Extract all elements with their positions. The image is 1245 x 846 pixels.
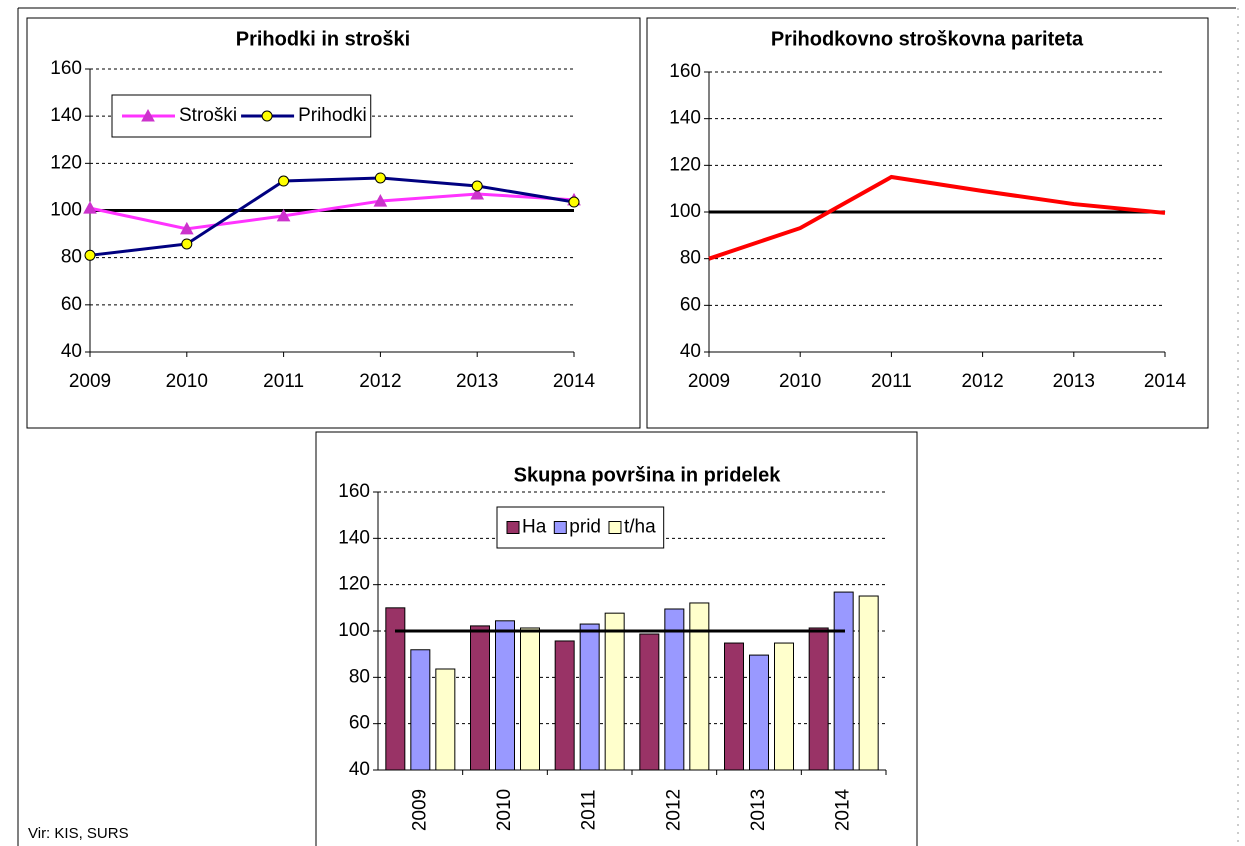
y-tick-label: 120: [50, 152, 82, 173]
legend-label: t/ha: [624, 517, 656, 538]
x-tick-label: 2013: [456, 371, 498, 392]
x-tick-label: 2014: [1144, 371, 1187, 392]
bar: [808, 627, 829, 771]
marker: [84, 249, 96, 261]
x-tick-label: 2010: [494, 789, 515, 831]
marker: [471, 180, 483, 192]
bar: [833, 591, 854, 771]
y-tick-label: 40: [349, 759, 370, 780]
x-tick-label: 2014: [833, 788, 854, 831]
marker: [470, 186, 485, 200]
x-tick-label: 2011: [579, 790, 600, 831]
marker: [83, 201, 97, 214]
y-tick-label: 100: [669, 201, 701, 222]
chart-title: Prihodkovno stroškovna pariteta: [771, 28, 1084, 50]
x-tick-label: 2013: [748, 789, 769, 831]
x-tick-label: 2010: [779, 371, 821, 392]
bar: [689, 602, 710, 771]
x-tick-label: 2012: [359, 371, 401, 392]
marker: [276, 208, 291, 222]
y-tick-label: 80: [680, 248, 701, 269]
chart-frame: [646, 17, 1209, 429]
marker: [373, 194, 388, 207]
x-tick-label: 2014: [553, 371, 596, 392]
bar: [435, 668, 456, 771]
bar: [724, 642, 744, 771]
bar: [664, 608, 685, 771]
marker: [374, 172, 386, 184]
legend-label: prid: [569, 517, 601, 538]
x-tick-label: 2012: [663, 789, 684, 831]
bar: [774, 642, 794, 771]
y-tick-label: 160: [669, 61, 701, 82]
x-tick-label: 2009: [409, 789, 430, 831]
legend-marker: [141, 108, 155, 122]
y-tick-label: 60: [680, 294, 701, 315]
series-line: [89, 192, 575, 231]
x-tick-label: 2011: [263, 371, 304, 392]
x-tick-label: 2009: [688, 371, 730, 392]
bar: [554, 640, 575, 771]
y-tick-label: 80: [61, 247, 82, 268]
chart-title: Skupna površina in pridelek: [514, 464, 782, 486]
marker: [179, 221, 194, 235]
marker: [181, 238, 193, 250]
x-tick-label: 2012: [961, 371, 1003, 392]
y-tick-label: 160: [338, 481, 370, 502]
y-tick-label: 120: [669, 154, 701, 175]
chart-title: Prihodki in stroški: [236, 28, 410, 50]
bar: [385, 607, 406, 771]
source: Vir: KIS, SURS: [28, 825, 129, 842]
marker: [568, 196, 580, 208]
legend-swatch: [553, 521, 567, 534]
bar: [470, 625, 490, 771]
legend-swatch: [608, 521, 622, 534]
bar: [639, 633, 660, 771]
y-tick-label: 140: [50, 105, 82, 126]
chart-frame: [26, 17, 641, 429]
bar: [579, 623, 600, 771]
bar: [604, 612, 625, 771]
bar: [749, 654, 769, 771]
y-tick-label: 160: [50, 58, 82, 79]
legend-box: [496, 506, 665, 549]
y-tick-label: 60: [349, 713, 370, 734]
series-line: [708, 174, 1166, 261]
legend-label: Prihodki: [298, 105, 367, 126]
x-tick-label: 2013: [1053, 371, 1095, 392]
y-tick-label: 140: [669, 108, 701, 129]
y-tick-label: 140: [338, 527, 370, 548]
legend-label: Ha: [522, 517, 547, 538]
bar: [410, 649, 431, 771]
bar: [520, 627, 540, 771]
series-line: [89, 176, 575, 257]
y-tick-label: 120: [338, 574, 370, 595]
y-tick-label: 40: [61, 341, 82, 362]
y-tick-label: 100: [50, 200, 82, 221]
y-tick-label: 100: [338, 620, 370, 641]
x-tick-label: 2010: [166, 371, 208, 392]
y-tick-label: 80: [349, 666, 370, 687]
x-tick-label: 2009: [69, 371, 111, 392]
y-tick-label: 60: [61, 294, 82, 315]
bar: [495, 620, 515, 771]
legend-marker: [261, 110, 273, 122]
bar: [858, 595, 879, 771]
legend-swatch: [506, 521, 520, 534]
x-tick-label: 2011: [871, 371, 912, 392]
legend-label: Stroški: [179, 105, 237, 126]
y-tick-label: 40: [680, 341, 701, 362]
marker: [278, 175, 290, 187]
